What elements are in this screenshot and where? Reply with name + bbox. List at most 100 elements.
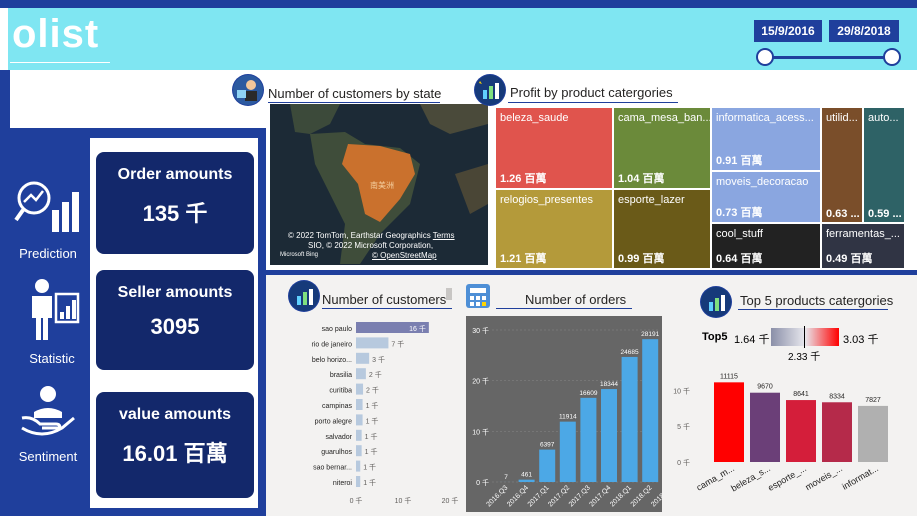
customers-category-label: salvador bbox=[326, 434, 353, 441]
orders-bar bbox=[601, 389, 617, 482]
customers-bar bbox=[356, 399, 363, 410]
top5-x-tick: beleza_s... bbox=[729, 463, 772, 493]
orders-chart-title: Number of orders bbox=[525, 292, 627, 307]
statistic-nav[interactable] bbox=[26, 278, 82, 349]
customers-bar bbox=[356, 352, 370, 364]
customers-chart-title: Number of customers bbox=[322, 292, 447, 307]
orders-bar bbox=[580, 397, 597, 482]
treemap-cell[interactable]: cool_stuff 0.64 百萬 bbox=[712, 224, 820, 268]
orders-x-tick: 2017.Q1 bbox=[527, 484, 551, 508]
orders-bar-chart[interactable]: 0 千 10 千 20 千 30 千 7 2016.Q3 461 2016.Q4 6397 201… bbox=[466, 316, 662, 512]
map-osm-link[interactable]: © OpenStreetMap bbox=[372, 251, 437, 260]
customers-title-underline bbox=[322, 308, 452, 309]
top5-y-tick: 10 千 bbox=[673, 386, 690, 395]
customers-category-label: belo horizo... bbox=[312, 357, 352, 364]
orders-data-label: 18344 bbox=[600, 381, 618, 388]
customers-x-tick: 10 千 bbox=[395, 496, 412, 505]
customers-bar bbox=[356, 445, 362, 457]
top5-x-tick: esporte_... bbox=[766, 463, 808, 493]
orders-y-tick: 30 千 bbox=[472, 326, 489, 335]
value-amounts-card: value amounts 16.01 百萬 bbox=[96, 392, 254, 498]
treemap-title: Profit by product catergories bbox=[510, 85, 673, 100]
customers-bar bbox=[356, 460, 361, 472]
top5-legend-max: 3.03 千 bbox=[843, 334, 879, 346]
customers-data-label: 1 千 bbox=[363, 478, 376, 487]
section-divider bbox=[264, 270, 917, 275]
top5-chart-title: Top 5 products catergories bbox=[740, 293, 894, 308]
orders-y-tick: 20 千 bbox=[472, 377, 489, 386]
customers-category-label: guarulhos bbox=[321, 449, 352, 456]
treemap-cell[interactable]: informatica_acess... 0.91 百萬 bbox=[712, 108, 820, 170]
customers-data-label: 2 千 bbox=[369, 370, 382, 379]
map-title-underline bbox=[268, 102, 440, 103]
date-end-box[interactable]: 29/8/2018 bbox=[829, 20, 899, 42]
customers-bar bbox=[356, 383, 364, 395]
date-slider-start-handle[interactable] bbox=[756, 48, 774, 66]
treemap-cell[interactable]: utilid... 0.63 ... bbox=[822, 108, 862, 222]
top5-title-underline bbox=[738, 309, 888, 310]
orders-y-tick: 10 千 bbox=[472, 427, 489, 436]
treemap-title-underline bbox=[508, 102, 678, 103]
orders-data-label: 6397 bbox=[540, 442, 555, 449]
olist-logo: olist bbox=[12, 12, 100, 56]
customers-category-label: sao paulo bbox=[322, 326, 352, 333]
prediction-label[interactable]: Prediction bbox=[19, 246, 77, 261]
customers-data-label: 1 千 bbox=[366, 416, 379, 425]
top5-x-tick: informat... bbox=[840, 463, 880, 492]
top5-bar bbox=[750, 392, 780, 462]
top5-x-tick: cama_m... bbox=[695, 463, 736, 493]
value-amounts-title: value amounts bbox=[118, 406, 232, 423]
treemap-cell[interactable]: relogios_presentes 1.21 百萬 bbox=[496, 190, 612, 268]
orders-data-label: 461 bbox=[521, 472, 532, 479]
customers-scrollbar[interactable] bbox=[446, 288, 452, 300]
statistic-label[interactable]: Statistic bbox=[29, 351, 75, 366]
map-attribution-1: © 2022 TomTom, Earthstar Geographics bbox=[288, 231, 431, 240]
top5-data-label: 8334 bbox=[829, 393, 845, 400]
orders-chart-icon bbox=[464, 282, 492, 310]
customers-bar bbox=[356, 476, 361, 487]
order-amounts-card: Order amounts 135 千 bbox=[96, 152, 254, 254]
order-amounts-value: 135 千 bbox=[142, 201, 208, 226]
map-terms-link[interactable]: Terms bbox=[432, 231, 455, 240]
customer-avatar-icon bbox=[232, 74, 264, 106]
orders-x-tick: 2017.Q3 bbox=[568, 484, 592, 508]
date-start-box[interactable]: 15/9/2016 bbox=[754, 20, 822, 42]
customers-category-label: niteroi bbox=[333, 480, 353, 487]
date-slider-track[interactable] bbox=[764, 56, 892, 59]
customers-x-tick: 20 千 bbox=[442, 496, 459, 505]
top5-data-label: 7827 bbox=[865, 397, 881, 404]
top5-bar bbox=[858, 405, 888, 462]
treemap-cell[interactable]: auto... 0.59 ... bbox=[864, 108, 904, 222]
top5-legend-min: 1.64 千 bbox=[734, 334, 770, 346]
customers-data-label: 3 千 bbox=[372, 355, 385, 364]
treemap-cell[interactable]: beleza_saude 1.26 百萬 bbox=[496, 108, 612, 188]
map-terrain bbox=[270, 104, 488, 265]
orders-data-label: 28191 bbox=[641, 331, 659, 338]
orders-bar bbox=[621, 356, 638, 482]
prediction-nav[interactable] bbox=[14, 176, 80, 241]
orders-x-tick: 2018.Q1 bbox=[609, 484, 633, 508]
customers-category-label: rio de janeiro bbox=[312, 341, 353, 348]
customers-bar bbox=[356, 368, 366, 380]
seller-amounts-card: Seller amounts 3095 bbox=[96, 270, 254, 370]
orders-data-label: 7 bbox=[504, 474, 508, 481]
customers-data-label: 7 千 bbox=[391, 339, 404, 348]
date-slider-end-handle[interactable] bbox=[883, 48, 901, 66]
treemap-cell[interactable]: moveis_decoracao 0.73 百萬 bbox=[712, 172, 820, 222]
customers-map[interactable]: 南美洲 © 2022 TomTom, Earthstar Geographics… bbox=[270, 104, 488, 265]
top5-legend-mid: 2.33 千 bbox=[788, 352, 821, 363]
top5-bar-chart[interactable]: 0 千 5 千 10 千 11115 cama_m... 9670 beleza_s... 8… bbox=[672, 362, 908, 512]
left-accent-band bbox=[0, 70, 10, 516]
customers-data-label: 1 千 bbox=[365, 447, 378, 456]
sentiment-nav[interactable] bbox=[20, 384, 76, 445]
top5-y-tick: 5 千 bbox=[677, 422, 690, 431]
treemap-cell[interactable]: ferramentas_... 0.49 百萬 bbox=[822, 224, 904, 268]
top5-scale-marker bbox=[804, 326, 805, 348]
treemap-cell[interactable]: cama_mesa_ban... 1.04 百萬 bbox=[614, 108, 710, 188]
treemap-cell[interactable]: esporte_lazer 0.99 百萬 bbox=[614, 190, 710, 268]
customers-bar bbox=[356, 429, 362, 441]
sentiment-label[interactable]: Sentiment bbox=[18, 449, 78, 464]
customers-bar-chart[interactable]: sao paulo 16 千 rio de janeiro 7 千 belo horiz… bbox=[290, 318, 460, 514]
profit-treemap[interactable]: beleza_saude 1.26 百萬 relogios_presentes 1.… bbox=[494, 106, 906, 268]
customers-bar bbox=[356, 414, 363, 426]
